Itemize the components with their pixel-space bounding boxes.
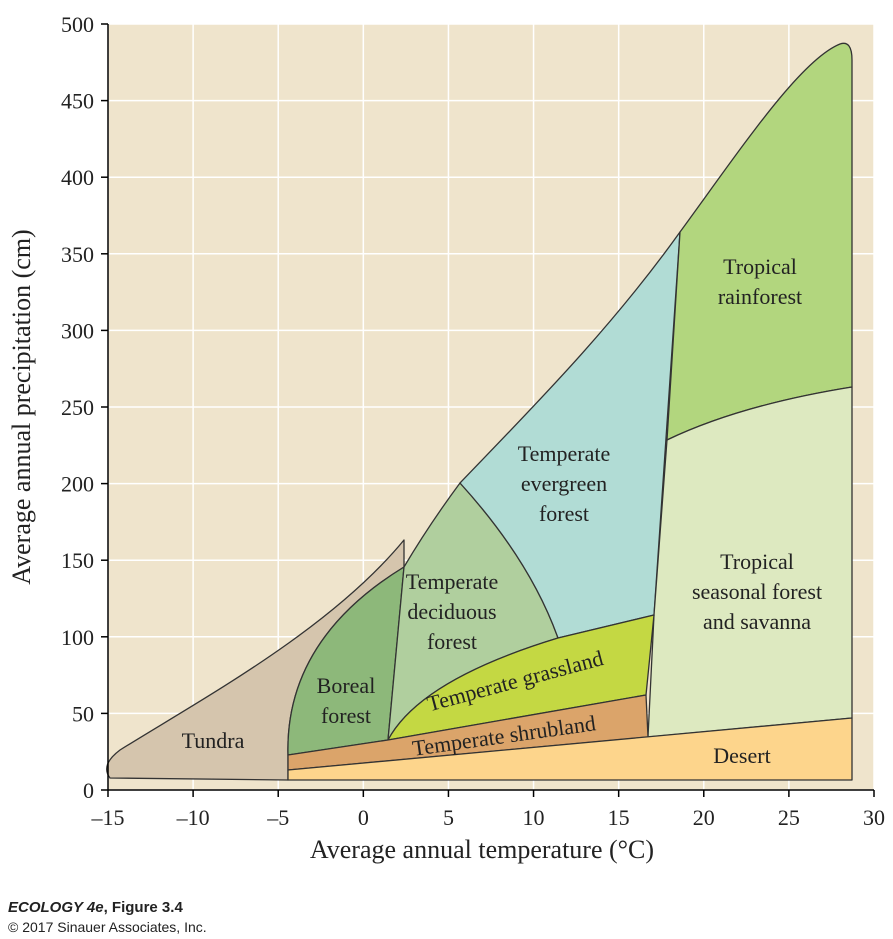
region-label: Temperate: [518, 441, 611, 466]
y-tick-label: 100: [61, 625, 94, 650]
x-tick-label: 10: [523, 805, 545, 830]
x-axis-label: Average annual temperature (°C): [310, 835, 654, 864]
x-tick-label: 0: [358, 805, 369, 830]
y-tick-label: 200: [61, 472, 94, 497]
savanna-region: [647, 386, 853, 738]
region-label: Tundra: [182, 728, 245, 753]
region-label: evergreen: [521, 471, 607, 496]
region-label: Boreal: [317, 673, 376, 698]
region-label: forest: [321, 703, 371, 728]
figure-credit: ECOLOGY 4e, Figure 3.4: [8, 899, 183, 916]
y-axis-label: Average annual precipitation (cm): [7, 229, 36, 584]
y-tick-label: 500: [61, 12, 94, 37]
region-label: Tropical: [723, 254, 797, 279]
region-label: and savanna: [703, 609, 811, 634]
book-title: ECOLOGY 4e: [8, 899, 104, 916]
ticks: –15 –10 –5 0 5 10 15 20 25 3005010015020025030035…: [61, 12, 885, 830]
x-tick-label: 30: [863, 805, 885, 830]
x-tick-label: 25: [778, 805, 800, 830]
region-label: forest: [539, 501, 589, 526]
y-tick-label: 350: [61, 242, 94, 267]
x-tick-label: –10: [176, 805, 210, 830]
x-tick-label: –5: [266, 805, 289, 830]
y-tick-label: 450: [61, 89, 94, 114]
y-tick-label: 0: [83, 778, 94, 803]
x-tick-label: 15: [608, 805, 630, 830]
region-label: seasonal forest: [692, 579, 822, 604]
copyright: © 2017 Sinauer Associates, Inc.: [8, 919, 207, 935]
y-tick-label: 250: [61, 395, 94, 420]
region-label: Tropical: [720, 549, 794, 574]
x-tick-label: –15: [91, 805, 125, 830]
boreal-region: [287, 566, 405, 756]
region-label: Temperate: [406, 569, 499, 594]
region-label: rainforest: [718, 284, 802, 309]
y-tick-label: 300: [61, 318, 94, 343]
region-label: Desert: [713, 743, 770, 768]
region-label: forest: [427, 629, 477, 654]
y-tick-label: 400: [61, 165, 94, 190]
shrubland-region: [287, 694, 649, 771]
y-tick-label: 50: [72, 701, 94, 726]
y-tick-label: 150: [61, 548, 94, 573]
regions: [106, 42, 853, 781]
figure-number: , Figure 3.4: [104, 899, 184, 916]
desert-region: [287, 717, 853, 781]
grassland-region: [387, 614, 655, 741]
x-tick-label: 20: [693, 805, 715, 830]
x-tick-label: 5: [443, 805, 454, 830]
evergreen-region: [459, 231, 681, 639]
region-label: deciduous: [407, 599, 496, 624]
